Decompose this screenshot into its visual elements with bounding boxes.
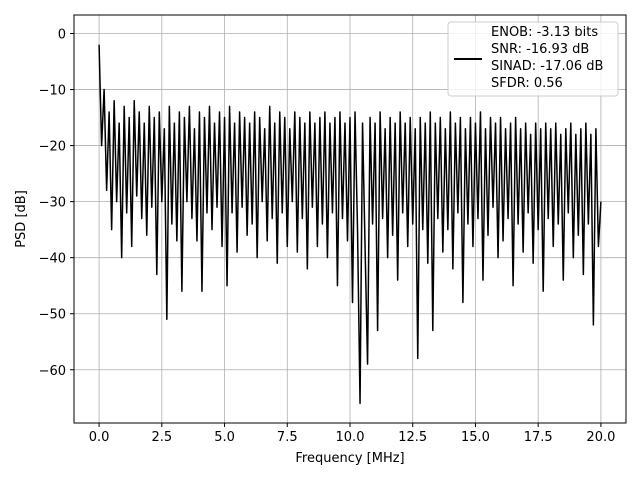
legend-label-box: ENOB: -3.13 bits SNR: -16.93 dB SINAD: -…	[491, 25, 604, 91]
x-tick-label: 7.5	[277, 430, 298, 445]
x-tick-label: 12.5	[398, 430, 427, 445]
y-tick-label: −50	[39, 308, 66, 323]
x-tick-label: 15.0	[461, 430, 490, 445]
x-tick-label: 2.5	[151, 430, 172, 445]
x-tick-label: 20.0	[586, 430, 615, 445]
y-tick-label: 0	[58, 27, 66, 42]
x-tick-label: 5.0	[214, 430, 235, 445]
psd-line	[98, 44, 602, 405]
y-axis-label: PSD [dB]	[14, 190, 29, 248]
y-tick-label: −60	[39, 364, 66, 379]
y-tick-label: −20	[39, 140, 66, 155]
x-tick-label: 10.0	[336, 430, 365, 445]
y-tick-label: −10	[39, 84, 66, 99]
plot	[98, 44, 602, 405]
x-axis-label: Frequency [MHz]	[295, 451, 404, 466]
x-tick-label: 0.0	[89, 430, 110, 445]
ticks: 0.0 2.5 5.0 7.5 10.0 12.5 15.0 17.5 20.0 0 −10 −20 −…	[39, 27, 616, 445]
y-tick-label: −30	[39, 196, 66, 211]
legend-box	[447, 21, 619, 97]
x-tick-label: 17.5	[524, 430, 553, 445]
y-tick-label: −40	[39, 252, 66, 267]
legend: ENOB: -3.13 bits SNR: -16.93 dB SINAD: -…	[447, 21, 619, 97]
legend-label: ENOB: -3.13 bits SNR: -16.93 dB SINAD: -…	[491, 25, 604, 91]
